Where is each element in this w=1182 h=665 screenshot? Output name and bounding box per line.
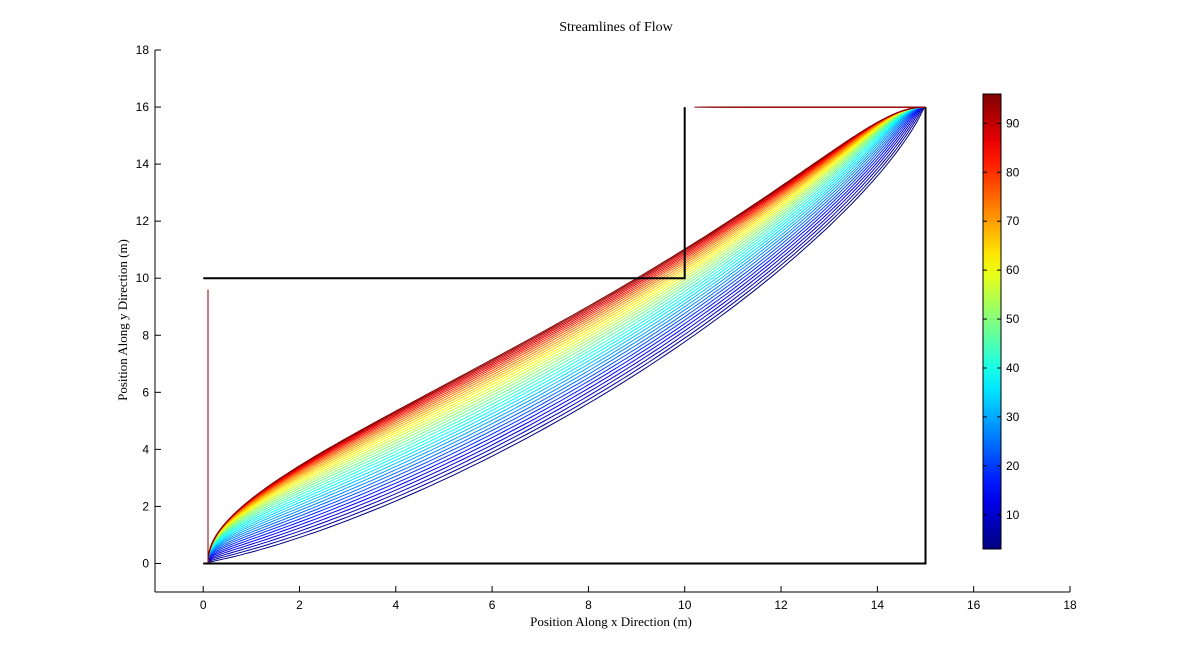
colorbar-tick-label: 70 — [1006, 214, 1020, 228]
colorbar-scale — [982, 93, 1002, 550]
colorbar-tick-label: 80 — [1006, 165, 1020, 179]
streamline — [207, 106, 926, 564]
inner-wall — [203, 107, 686, 280]
streamline — [207, 106, 926, 564]
streamline — [207, 106, 926, 564]
streamline — [207, 106, 926, 564]
plot-axes — [154, 50, 1070, 593]
streamline — [207, 106, 926, 564]
colorbar-tick-label: 50 — [1006, 312, 1020, 326]
streamline — [207, 106, 926, 564]
streamline — [207, 106, 926, 564]
streamline — [207, 106, 926, 564]
x-tick-label: 0 — [200, 598, 207, 612]
streamline — [207, 106, 926, 564]
streamline — [207, 106, 926, 564]
streamline — [207, 106, 926, 564]
streamline — [207, 106, 926, 564]
colorbar: 10 20 30 40 50 60 70 80 90 — [982, 93, 1020, 550]
y-tick-label: 2 — [142, 499, 149, 513]
streamline — [207, 106, 926, 564]
y-axis-label: Position Along y Direction (m) — [115, 239, 130, 401]
y-tick-label: 10 — [136, 271, 150, 285]
x-tick-label: 10 — [678, 598, 692, 612]
y-tick-label: 8 — [142, 328, 149, 342]
x-axis-ticks: 0 2 4 6 8 10 12 14 16 18 — [200, 586, 1077, 612]
x-tick-label: 8 — [585, 598, 592, 612]
y-axis-ticks: 0 2 4 6 8 10 12 14 16 18 — [136, 43, 161, 570]
streamline — [207, 106, 926, 564]
flow-boundary-walls — [203, 107, 927, 565]
colorbar-tick-label: 90 — [1006, 116, 1020, 130]
streamline — [207, 106, 926, 564]
x-tick-label: 14 — [871, 598, 885, 612]
streamline — [207, 106, 926, 564]
streamline — [207, 106, 926, 564]
y-tick-label: 4 — [142, 442, 149, 456]
y-tick-label: 16 — [136, 100, 150, 114]
colorbar-tick-label: 40 — [1006, 361, 1020, 375]
colorbar-tick-label: 60 — [1006, 263, 1020, 277]
streamline — [207, 106, 926, 564]
streamline — [207, 106, 926, 564]
x-tick-label: 16 — [967, 598, 981, 612]
streamline — [207, 106, 926, 564]
chart-title: Streamlines of Flow — [559, 20, 673, 35]
x-tick-label: 18 — [1063, 598, 1077, 612]
y-tick-label: 6 — [142, 385, 149, 399]
streamline — [207, 106, 926, 564]
streamline — [207, 106, 926, 564]
colorbar-tick-label: 10 — [1006, 508, 1020, 522]
colorbar-tick-label: 20 — [1006, 459, 1020, 473]
y-tick-label: 0 — [142, 556, 149, 570]
streamline — [207, 106, 926, 564]
colorbar-tick-label: 30 — [1006, 410, 1020, 424]
x-tick-label: 2 — [296, 598, 303, 612]
x-axis-label: Position Along x Direction (m) — [530, 614, 692, 629]
x-tick-label: 4 — [392, 598, 399, 612]
streamline — [207, 106, 926, 564]
y-tick-label: 14 — [136, 157, 150, 171]
y-tick-label: 12 — [136, 214, 150, 228]
streamline — [207, 106, 926, 564]
x-tick-label: 6 — [489, 598, 496, 612]
y-tick-label: 18 — [136, 43, 150, 57]
streamline — [207, 106, 926, 564]
x-tick-label: 12 — [774, 598, 788, 612]
streamlines — [207, 106, 926, 564]
streamline — [207, 106, 926, 564]
streamline — [207, 106, 926, 564]
outer-wall — [203, 107, 927, 565]
streamline — [207, 106, 926, 564]
